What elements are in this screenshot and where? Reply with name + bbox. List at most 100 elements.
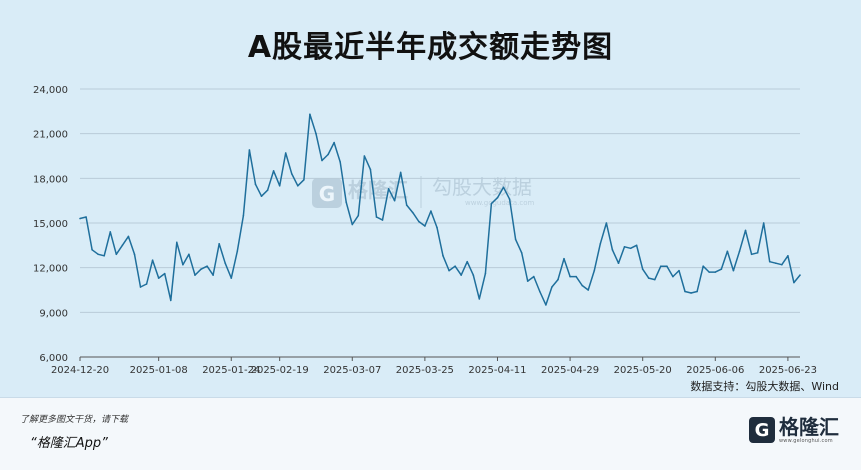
data-point bbox=[774, 262, 777, 265]
data-point bbox=[526, 280, 529, 282]
watermark-logo-icon bbox=[312, 178, 342, 208]
data-point bbox=[756, 251, 759, 254]
data-point bbox=[303, 179, 305, 181]
x-tick-label: 2025-02-19 bbox=[251, 365, 309, 376]
data-point bbox=[581, 284, 583, 287]
data-point bbox=[418, 220, 420, 223]
data-point bbox=[182, 263, 184, 266]
data-point bbox=[696, 290, 698, 293]
brand-logo-text: 格隆汇 bbox=[779, 414, 839, 439]
data-point bbox=[230, 277, 233, 279]
data-point bbox=[563, 257, 565, 260]
data-point bbox=[236, 250, 239, 253]
x-tick-label: 2025-01-24 bbox=[202, 365, 260, 376]
data-point bbox=[260, 195, 263, 197]
data-point bbox=[551, 286, 553, 288]
data-point bbox=[121, 244, 124, 247]
x-tick-label: 2025-04-11 bbox=[468, 365, 526, 376]
data-point bbox=[79, 217, 81, 220]
data-point bbox=[242, 214, 245, 217]
x-tick-label: 2025-06-23 bbox=[759, 365, 817, 376]
data-point bbox=[369, 168, 372, 171]
data-point bbox=[200, 268, 202, 270]
brand-logo-text-group: 格隆汇 www.gelonghui.com bbox=[779, 417, 839, 444]
data-point bbox=[539, 290, 541, 293]
data-point bbox=[587, 289, 590, 291]
data-point bbox=[448, 269, 450, 272]
y-tick-label: 6,000 bbox=[39, 353, 68, 364]
data-point bbox=[672, 275, 674, 278]
data-point bbox=[702, 265, 704, 267]
x-tick-label: 2025-03-07 bbox=[323, 365, 381, 376]
x-tick-label: 2025-06-06 bbox=[686, 365, 744, 376]
y-tick-label: 24,000 bbox=[33, 85, 68, 96]
data-point bbox=[466, 260, 469, 263]
data-point bbox=[666, 265, 668, 267]
data-point bbox=[151, 259, 154, 262]
data-point bbox=[297, 184, 299, 187]
data-point bbox=[532, 275, 535, 278]
x-tick-label: 2025-03-25 bbox=[396, 365, 454, 376]
x-tick-label: 2025-04-29 bbox=[541, 365, 599, 376]
data-point bbox=[272, 170, 275, 172]
data-point bbox=[387, 187, 390, 190]
data-point bbox=[484, 272, 487, 275]
footer-app-name: “格隆汇App” bbox=[30, 436, 108, 451]
footer-logo: G 格隆汇 www.gelonghui.com bbox=[749, 414, 839, 446]
data-point bbox=[424, 225, 426, 227]
data-source-note: 数据支持：勾股大数据、Wind bbox=[690, 380, 839, 393]
data-point bbox=[145, 283, 148, 285]
data-point bbox=[520, 251, 523, 254]
x-axis: 2024-12-20 2025-01-08 2025-01-242025-02-19… bbox=[51, 356, 817, 376]
brand-logo-icon: G bbox=[749, 417, 775, 443]
data-point bbox=[381, 219, 384, 221]
data-point bbox=[206, 265, 208, 267]
data-point bbox=[97, 253, 99, 256]
data-point bbox=[732, 269, 735, 272]
x-tick-label: 2024-12-20 bbox=[51, 365, 109, 376]
data-point bbox=[169, 299, 172, 302]
data-point bbox=[309, 113, 311, 116]
data-point bbox=[762, 222, 765, 224]
data-point bbox=[605, 222, 608, 224]
data-point bbox=[127, 235, 130, 238]
data-point bbox=[617, 262, 620, 265]
data-point bbox=[508, 198, 511, 200]
data-point bbox=[575, 275, 577, 278]
data-point bbox=[514, 238, 517, 241]
data-point bbox=[545, 304, 547, 306]
data-point bbox=[436, 226, 438, 229]
data-point bbox=[750, 253, 753, 256]
data-point bbox=[188, 253, 190, 256]
data-point bbox=[399, 171, 402, 174]
data-point bbox=[781, 263, 783, 266]
data-point bbox=[157, 277, 160, 279]
data-point bbox=[345, 201, 348, 203]
data-point bbox=[339, 161, 341, 163]
data-point bbox=[133, 253, 136, 256]
y-tick-label: 21,000 bbox=[33, 130, 68, 141]
data-point bbox=[357, 214, 360, 217]
data-point bbox=[799, 274, 801, 276]
data-point bbox=[405, 204, 408, 206]
watermark-url: www.gogudata.com bbox=[465, 199, 534, 207]
data-point bbox=[163, 272, 166, 275]
line-chart: G 格隆汇 勾股大数据 www.gogudata.com 6,0009,0001… bbox=[33, 85, 817, 376]
series-line bbox=[79, 113, 801, 306]
data-point bbox=[194, 274, 196, 276]
data-point bbox=[496, 196, 499, 199]
data-point bbox=[557, 278, 559, 281]
data-point bbox=[248, 149, 251, 151]
y-tick-label: 9,000 bbox=[39, 308, 68, 319]
data-point bbox=[623, 246, 626, 248]
watermark-sub-brand: 勾股大数据 bbox=[432, 175, 532, 199]
data-point bbox=[375, 216, 378, 218]
y-tick-label: 15,000 bbox=[33, 219, 68, 230]
data-point bbox=[290, 173, 293, 175]
data-point bbox=[611, 249, 614, 251]
data-point bbox=[176, 241, 178, 244]
data-point bbox=[333, 141, 335, 144]
data-point bbox=[139, 286, 142, 288]
data-point bbox=[569, 275, 571, 278]
data-point bbox=[678, 269, 680, 272]
